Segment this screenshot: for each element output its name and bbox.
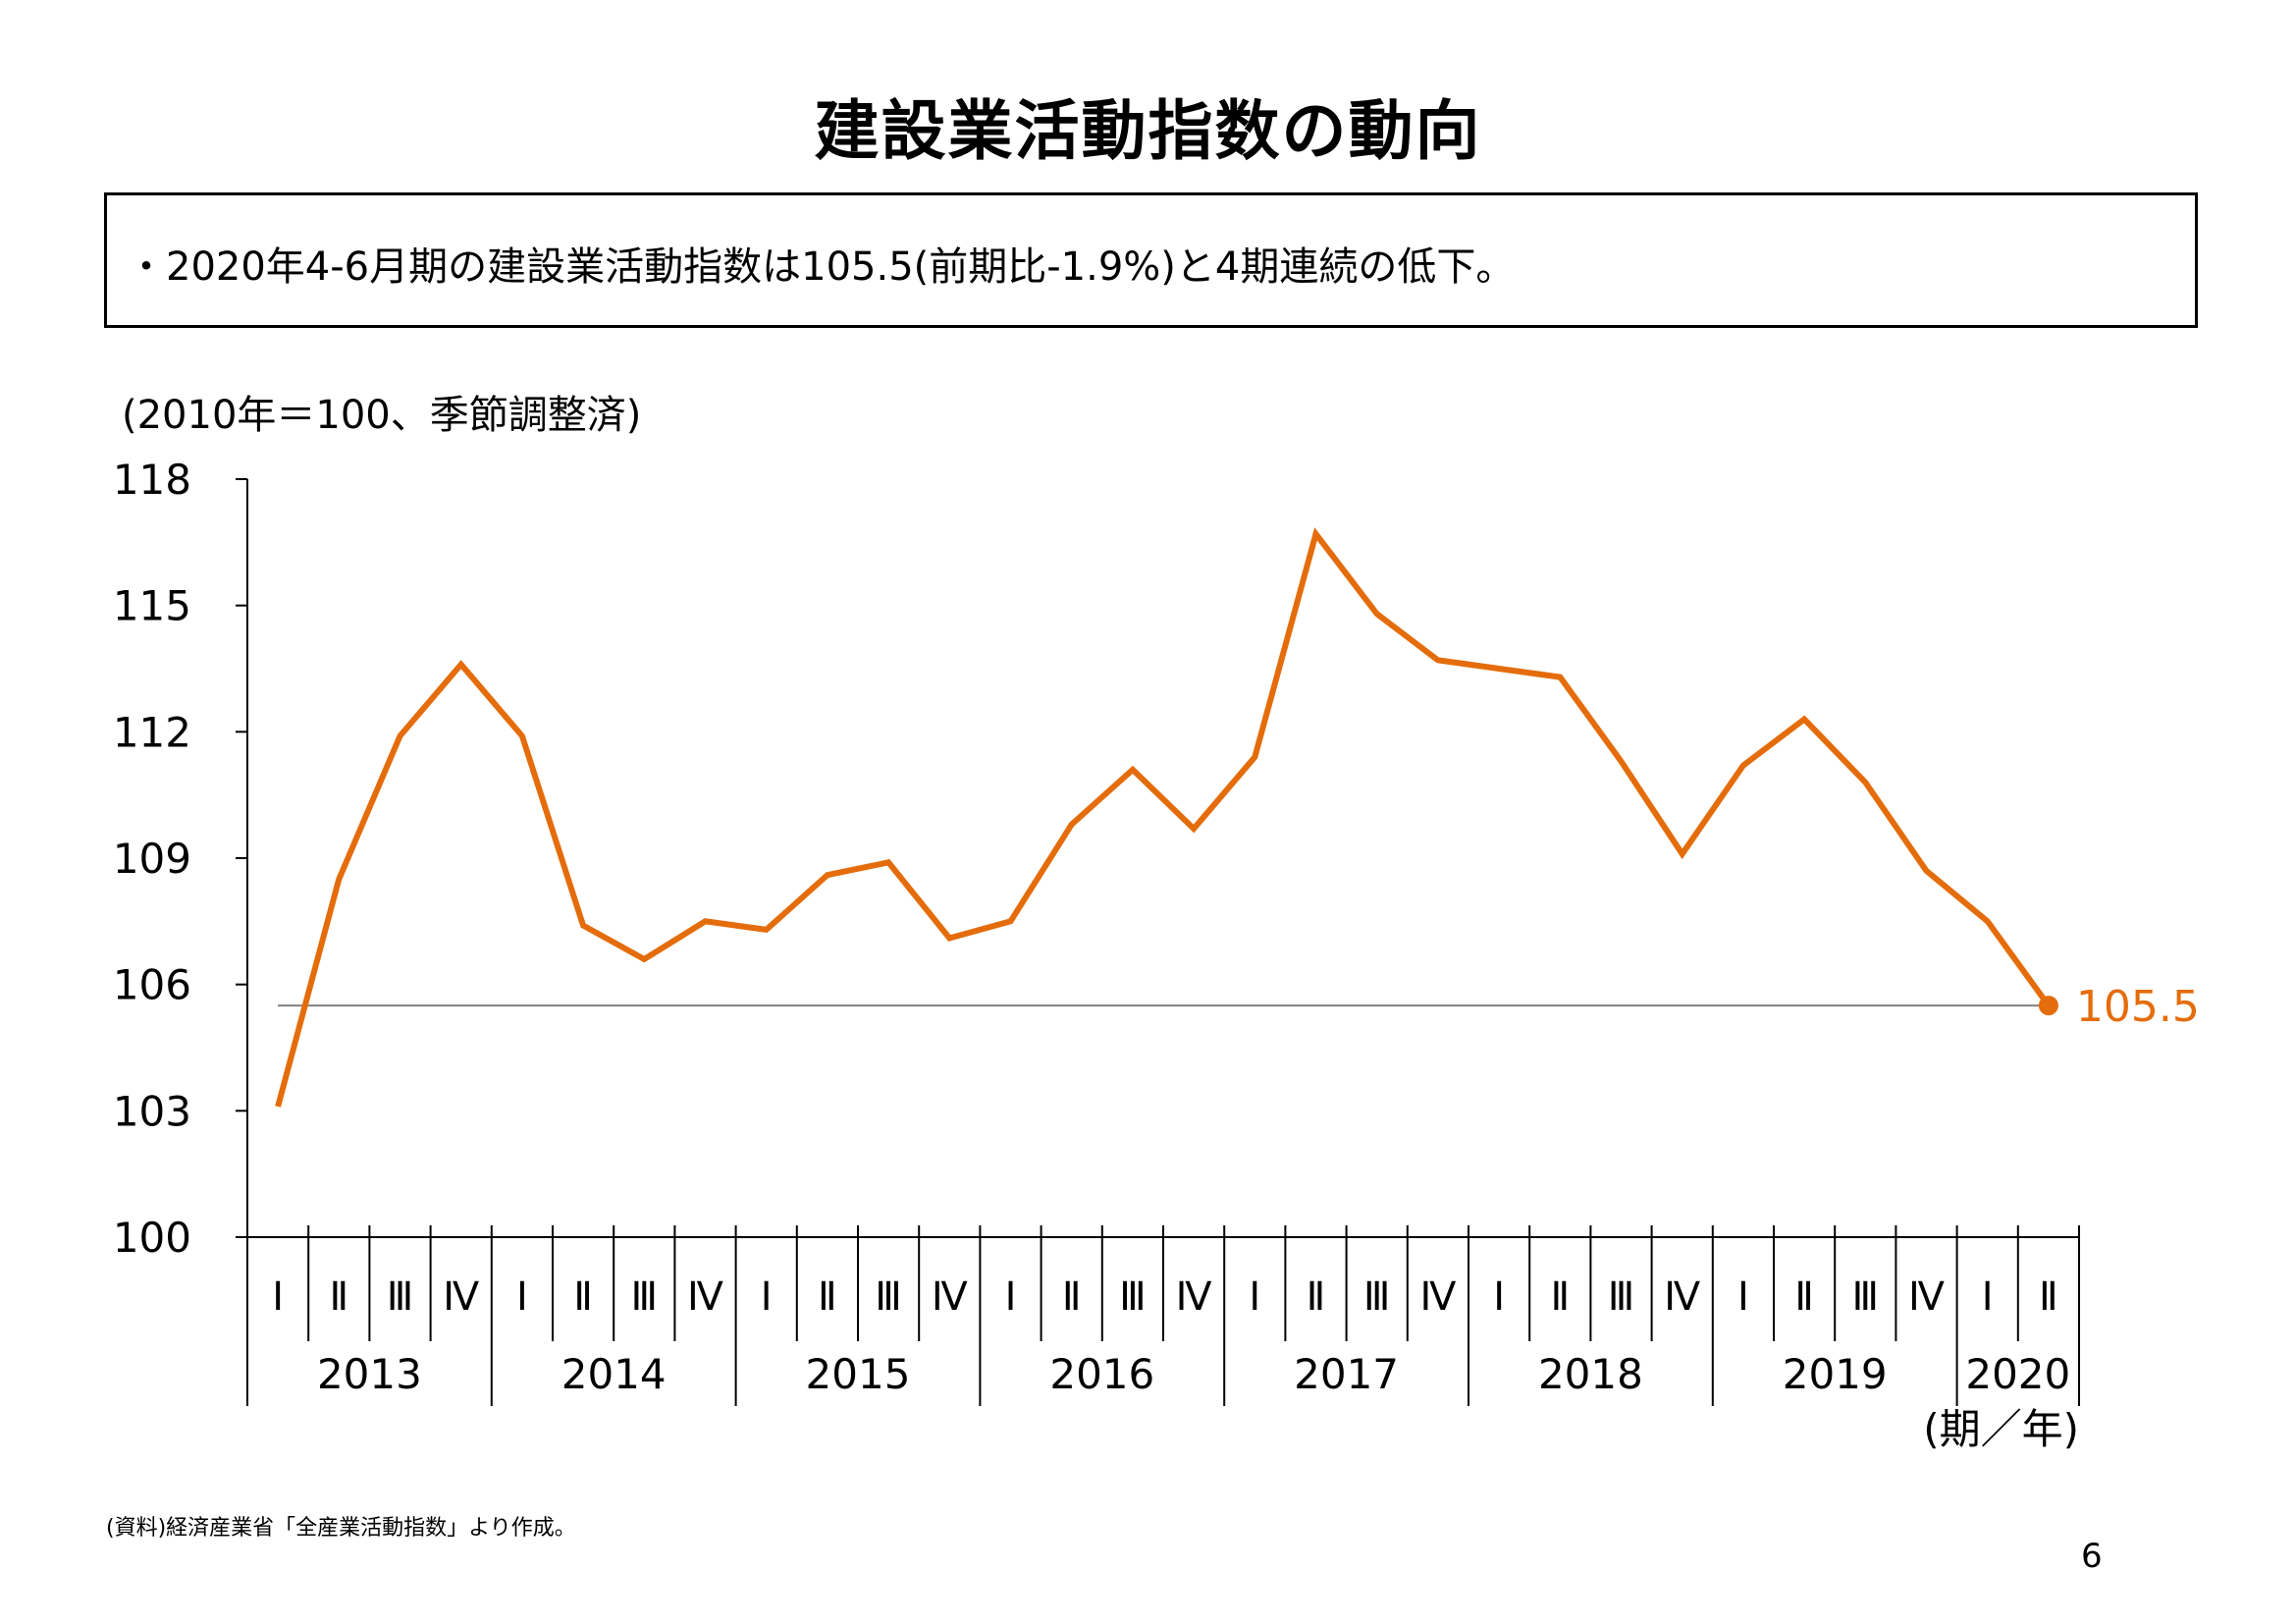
year-label: 2014	[561, 1350, 667, 1398]
quarter-label: Ⅲ	[631, 1274, 659, 1320]
page-title: 建設業活動指数の動向	[814, 93, 1482, 169]
source-note: (資料)経済産業省「全産業活動指数」より作成。	[106, 1516, 576, 1541]
y-tick-label: 103	[113, 1087, 191, 1135]
quarter-label: Ⅳ	[443, 1274, 479, 1320]
series-line	[275, 527, 2052, 1108]
quarter-label: Ⅰ	[516, 1274, 528, 1320]
quarter-label: Ⅱ	[1307, 1274, 1326, 1320]
summary-box: ・2020年4-6月期の建設業活動指数は105.5(前期比-1.9%)と4期連続…	[104, 192, 2198, 328]
year-label: 2019	[1783, 1350, 1888, 1398]
year-label: 2013	[317, 1350, 422, 1398]
year-label: 2020	[1965, 1350, 2070, 1398]
quarter-label: Ⅱ	[1550, 1274, 1570, 1320]
end-value-label: 105.5	[2076, 982, 2200, 1032]
quarter-label: Ⅲ	[1852, 1274, 1880, 1320]
quarter-label: Ⅱ	[1062, 1274, 1082, 1320]
y-tick-label: 115	[113, 582, 191, 630]
quarter-label: Ⅲ	[387, 1274, 414, 1320]
y-tick-label: 106	[113, 961, 191, 1009]
quarter-label: Ⅲ	[1363, 1274, 1391, 1320]
quarter-label: Ⅳ	[1176, 1274, 1212, 1320]
year-label: 2018	[1538, 1350, 1643, 1398]
quarter-label: Ⅰ	[1737, 1274, 1749, 1320]
quarter-label: Ⅳ	[1908, 1274, 1945, 1320]
y-tick-label: 109	[113, 835, 191, 883]
end-point-marker	[2038, 996, 2058, 1016]
page-number: 6	[2081, 1537, 2103, 1576]
y-tick-label: 112	[113, 708, 191, 756]
series-group	[275, 527, 2052, 1108]
y-tick-label: 100	[113, 1214, 191, 1262]
quarter-label: Ⅰ	[1005, 1274, 1017, 1320]
annotation-group: 105.5	[2038, 982, 2200, 1032]
quarter-label: Ⅱ	[2039, 1274, 2058, 1320]
y-tick-label: 118	[113, 456, 191, 504]
quarter-label: Ⅳ	[932, 1274, 968, 1320]
quarter-label: Ⅲ	[875, 1274, 902, 1320]
quarter-label: Ⅰ	[1249, 1274, 1260, 1320]
quarter-label: Ⅰ	[761, 1274, 773, 1320]
summary-text: ・2020年4-6月期の建設業活動指数は105.5(前期比-1.9%)と4期連続…	[127, 244, 1516, 290]
year-label: 2015	[806, 1350, 911, 1398]
quarter-label: Ⅳ	[1664, 1274, 1700, 1320]
quarter-label: Ⅱ	[1794, 1274, 1814, 1320]
quarter-label: Ⅱ	[329, 1274, 348, 1320]
quarter-label: Ⅰ	[1493, 1274, 1505, 1320]
year-label: 2016	[1049, 1350, 1154, 1398]
quarter-label: Ⅳ	[687, 1274, 723, 1320]
quarter-label: Ⅳ	[1419, 1274, 1456, 1320]
y-axis-unit-label: (2010年＝100、季節調整済)	[122, 393, 642, 438]
quarter-label: Ⅰ	[272, 1274, 284, 1320]
quarter-label: Ⅱ	[573, 1274, 593, 1320]
chart-axes	[246, 479, 2079, 1238]
x-axis-label: (期／年)	[1923, 1405, 2079, 1453]
quarter-label: Ⅲ	[1119, 1274, 1147, 1320]
quarter-label: Ⅲ	[1608, 1274, 1635, 1320]
y-axis-ticks: 100 103 106 109 112 115 118	[113, 456, 247, 1262]
year-label: 2017	[1294, 1350, 1399, 1398]
quarter-label: Ⅱ	[818, 1274, 837, 1320]
quarter-label: Ⅰ	[1982, 1274, 1994, 1320]
